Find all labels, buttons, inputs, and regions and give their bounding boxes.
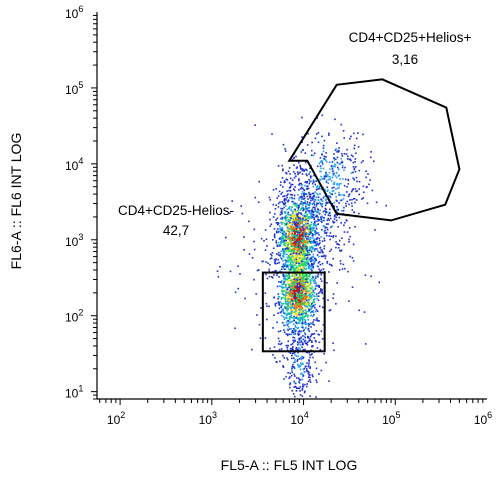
gate-label-helios-neg: CD4+CD25-Helios- xyxy=(118,203,234,218)
y-tick-label: 106 xyxy=(65,4,83,21)
gate-value-helios-neg: 42,7 xyxy=(163,223,189,238)
y-tick-label: 105 xyxy=(65,80,83,97)
x-axis-title: FL5-A :: FL5 INT LOG xyxy=(221,457,358,473)
x-tick-label: 104 xyxy=(290,410,308,427)
gate-polygon xyxy=(287,78,461,222)
x-tick-label: 106 xyxy=(474,410,492,427)
event-dots xyxy=(216,114,387,398)
y-tick-label: 102 xyxy=(65,308,83,325)
gate-label-helios-pos: CD4+CD25+Helios+ xyxy=(349,30,472,45)
y-tick-label: 101 xyxy=(65,384,83,401)
y-tick-label: 104 xyxy=(65,156,83,173)
x-tick-label: 105 xyxy=(382,410,400,427)
gates: CD4+CD25-Helios- 42,7 CD4+CD25+Helios+ 3,16 xyxy=(118,30,472,353)
x-tick-label: 102 xyxy=(107,410,125,427)
y-axis-title: FL6-A :: FL6 INT LOG xyxy=(8,133,24,270)
x-tick-label: 103 xyxy=(199,410,217,427)
gate-rectangle xyxy=(261,271,326,353)
plot-axes: 102 103 104 105 106 101 102 103 104 105 106 xyxy=(65,4,492,427)
gate-value-helios-pos: 3,16 xyxy=(392,52,418,67)
y-tick-label: 103 xyxy=(65,232,83,249)
